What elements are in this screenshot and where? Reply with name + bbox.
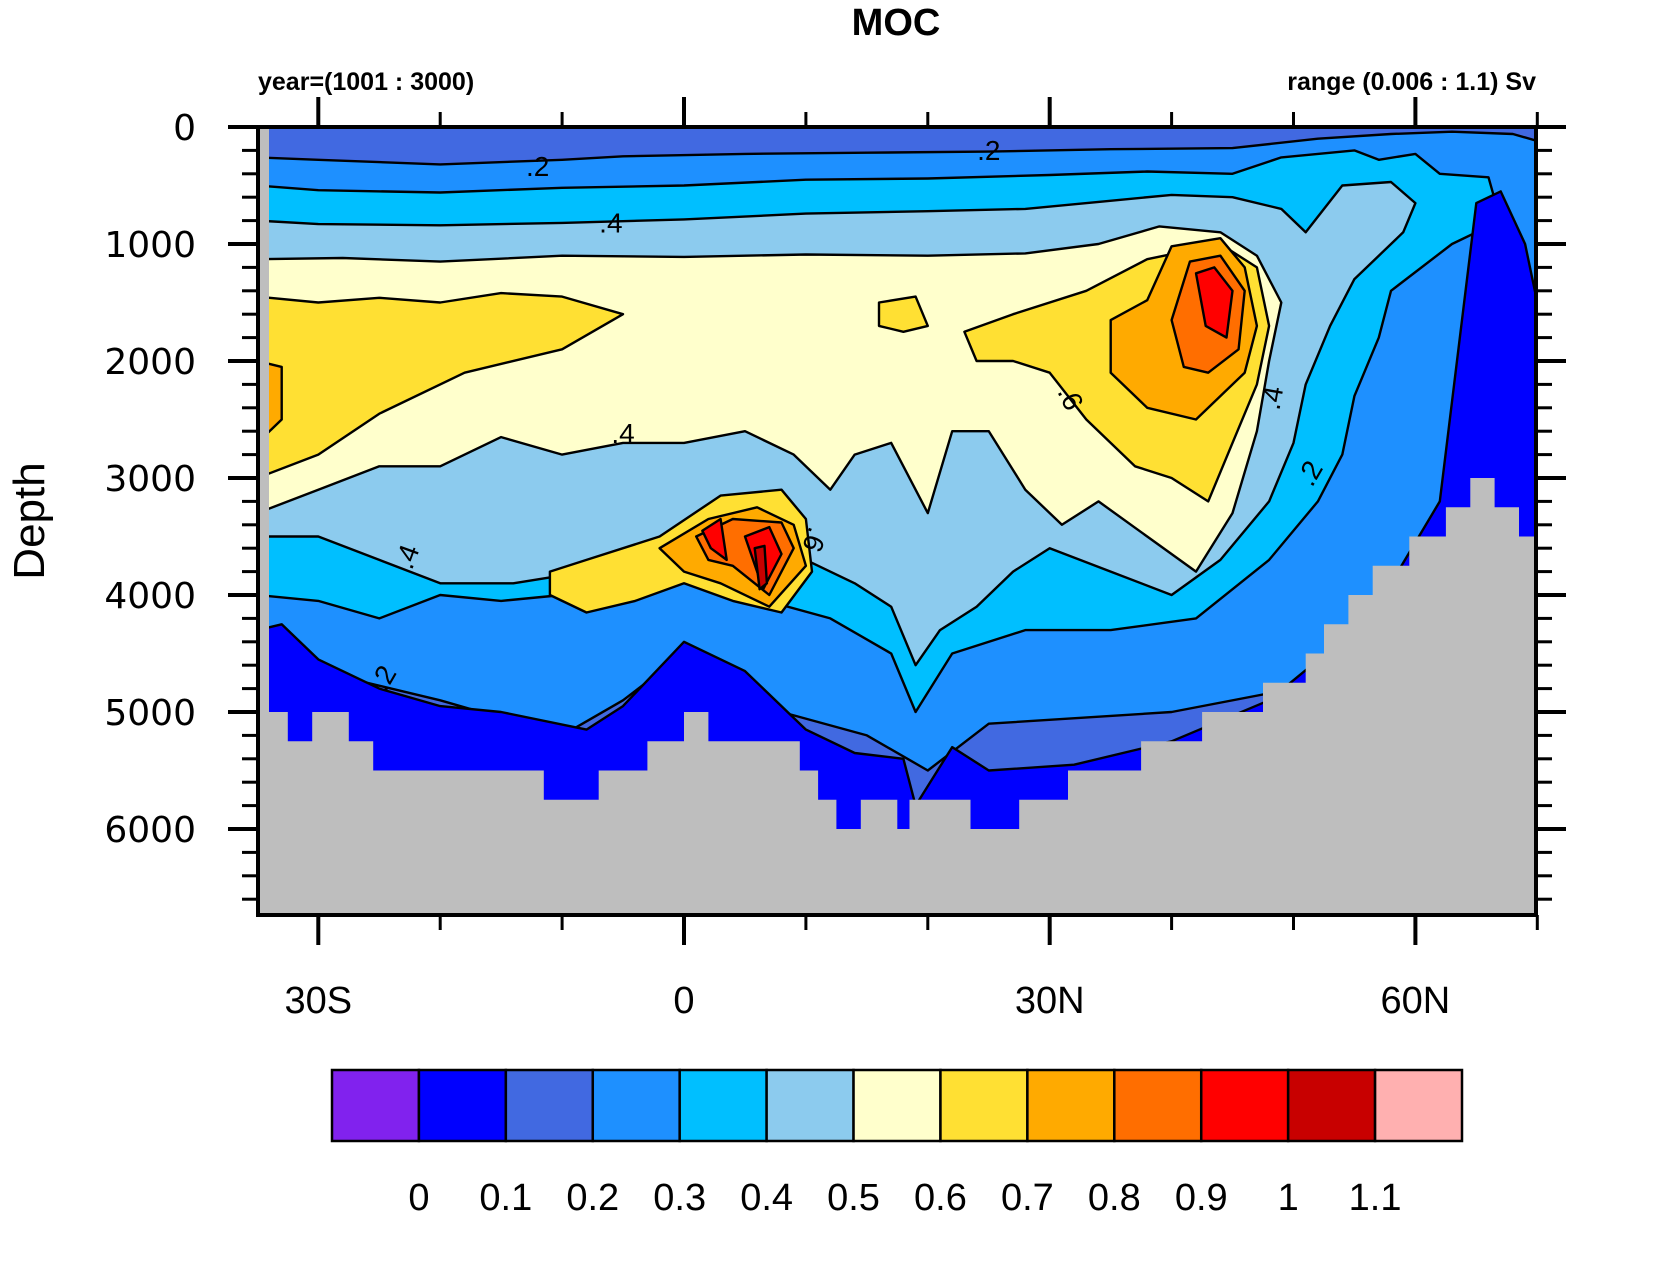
band-0.6-0.7-blob [877, 295, 929, 333]
y-tick-label: 3000 [104, 459, 196, 500]
colorbar-level-label: 0.4 [740, 1177, 793, 1219]
colorbar-box [504, 1068, 595, 1143]
colorbar-level-label: 0.3 [653, 1177, 706, 1219]
chart-title: MOC [852, 2, 941, 44]
contour-label: .2 [526, 151, 549, 182]
colorbar-level-label: 1.1 [1349, 1177, 1402, 1219]
x-tick-label: 30N [1015, 980, 1085, 1022]
colorbar-box [1199, 1068, 1290, 1143]
x-tick-label: 60N [1381, 980, 1451, 1022]
colorbar-level-label: 0.8 [1088, 1177, 1141, 1219]
x-tick-label: 30S [284, 980, 352, 1022]
colorbar-box [1113, 1068, 1203, 1143]
colorbar-level-label: 0 [408, 1177, 429, 1219]
colorbar-box [417, 1068, 508, 1143]
axis-ticks [228, 97, 1566, 945]
y-axis-title: Depth [5, 462, 54, 579]
contour-field [258, 127, 1536, 915]
y-tick-label: 5000 [104, 693, 196, 734]
colorbar-labels: 0 0.1 0.2 0.3 0.4 0.5 0.6 0.7 0.8 0.9 1 1.1 [408, 1177, 1401, 1219]
colorbar-level-label: 0.9 [1175, 1177, 1228, 1219]
x-tick-label: 0 [673, 980, 694, 1022]
land-bathymetry [258, 478, 1536, 915]
land-left-edge [258, 127, 269, 915]
colorbar-level-label: 0.6 [914, 1177, 967, 1219]
y-tick-labels: 0 1000 2000 3000 4000 5000 6000 [104, 108, 196, 851]
colorbar-box [591, 1068, 681, 1143]
y-tick-label: 1000 [104, 225, 196, 266]
left-subtitle: year=(1001 : 3000) [258, 68, 474, 96]
y-tick-label: 6000 [104, 810, 196, 851]
contour-label: .4 [599, 207, 622, 238]
colorbar-box [678, 1068, 768, 1143]
band-0.9-1 [1194, 266, 1234, 339]
contour-label: .4 [1255, 384, 1290, 412]
colorbar-box [330, 1068, 421, 1143]
colorbar-box [852, 1068, 942, 1143]
right-subtitle: range (0.006 : 1.1) Sv [1287, 68, 1536, 96]
land-mask [258, 127, 1536, 915]
band-1-1.1 [753, 544, 769, 591]
y-tick-label: 0 [173, 108, 196, 149]
y-tick-label: 4000 [104, 576, 196, 617]
band-0.9-1-south [701, 517, 728, 562]
colorbar-level-label: 0.5 [827, 1177, 880, 1219]
contour-label: .4 [611, 418, 634, 449]
plot-frame [256, 125, 1538, 917]
colorbar-box [1026, 1068, 1116, 1143]
contour-label: .2 [977, 135, 1000, 166]
y-tick-label: 2000 [104, 342, 196, 383]
band-0.6-0.7 [258, 291, 625, 480]
colorbar [330, 1068, 1464, 1143]
colorbar-box [939, 1068, 1029, 1143]
colorbar-box [765, 1068, 855, 1143]
colorbar-box [1286, 1068, 1377, 1143]
colorbar-level-label: 0.1 [479, 1177, 532, 1219]
colorbar-level-label: 0.7 [1001, 1177, 1054, 1219]
x-tick-labels: 30S 0 30N 60N [284, 980, 1450, 1022]
colorbar-level-label: 0.2 [566, 1177, 619, 1219]
colorbar-level-label: 1 [1278, 1177, 1299, 1219]
colorbar-box [1373, 1068, 1464, 1143]
